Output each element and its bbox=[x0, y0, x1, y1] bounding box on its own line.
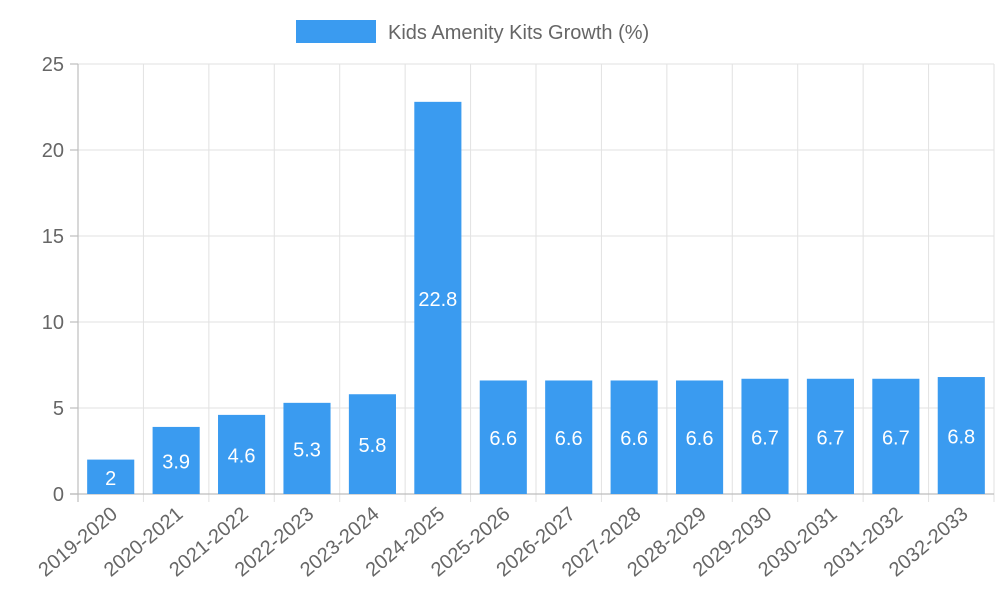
bar-value-label: 6.7 bbox=[817, 427, 845, 449]
bar-value-label: 5.8 bbox=[359, 435, 387, 457]
bar[interactable] bbox=[676, 380, 724, 494]
y-tick-label: 0 bbox=[53, 484, 64, 506]
y-tick-label: 20 bbox=[42, 140, 64, 162]
bar[interactable] bbox=[479, 380, 527, 494]
bar-value-label: 22.8 bbox=[418, 289, 457, 311]
bar[interactable] bbox=[152, 426, 200, 494]
bar[interactable] bbox=[610, 380, 658, 494]
bar-value-label: 3.9 bbox=[162, 451, 190, 473]
bar-value-label: 6.8 bbox=[947, 427, 975, 449]
bar-value-label: 4.6 bbox=[228, 445, 256, 467]
bar[interactable] bbox=[283, 402, 331, 494]
y-tick-label: 5 bbox=[53, 398, 64, 420]
gridlines bbox=[78, 63, 995, 502]
legend[interactable]: Kids Amenity Kits Growth (%) bbox=[296, 20, 649, 44]
legend-swatch bbox=[296, 20, 376, 43]
bar[interactable] bbox=[741, 378, 789, 494]
bar-value-label: 2 bbox=[105, 468, 116, 490]
bar[interactable] bbox=[414, 101, 462, 494]
y-tick-label: 25 bbox=[42, 54, 64, 76]
x-tick-labels: 2019-20202020-20212021-20222022-20232023… bbox=[35, 503, 973, 581]
bar-value-label: 5.3 bbox=[293, 439, 321, 461]
bar-value-label: 6.6 bbox=[686, 428, 714, 450]
bar-value-label: 6.7 bbox=[751, 427, 779, 449]
data-labels: 2 3.9 4.6 5.3 5.8 22.8 6.6 6.6 6.6 6.6 6.7 6.7 6.7 6.… bbox=[105, 289, 975, 490]
bar[interactable] bbox=[87, 459, 135, 494]
bar-value-label: 6.6 bbox=[620, 428, 648, 450]
legend-label: Kids Amenity Kits Growth (%) bbox=[388, 22, 649, 44]
bar-value-label: 6.6 bbox=[555, 428, 583, 450]
y-tick-label: 15 bbox=[42, 226, 64, 248]
bar[interactable] bbox=[218, 414, 266, 494]
bar[interactable] bbox=[348, 394, 396, 494]
bar-value-label: 6.6 bbox=[489, 428, 517, 450]
bar[interactable] bbox=[545, 380, 593, 494]
bar-value-label: 6.7 bbox=[882, 427, 910, 449]
bar[interactable] bbox=[937, 377, 985, 494]
bar[interactable] bbox=[872, 378, 920, 494]
y-tick-labels: 0 5 10 15 20 25 bbox=[42, 54, 64, 506]
y-tick-label: 10 bbox=[42, 312, 64, 334]
bars bbox=[87, 101, 985, 494]
bar[interactable] bbox=[806, 378, 854, 494]
